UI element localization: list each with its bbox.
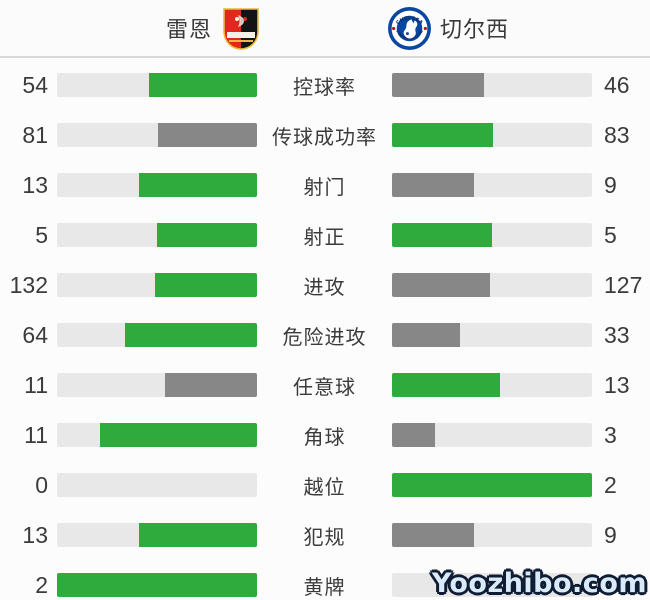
home-stat-value: 0 bbox=[35, 471, 48, 498]
home-team-name: 雷恩 bbox=[166, 17, 213, 42]
away-stat-bar bbox=[392, 73, 592, 97]
stat-label: 危险进攻 bbox=[282, 326, 367, 349]
home-stat-bar-fill bbox=[138, 173, 257, 197]
away-stat-value: 9 bbox=[604, 521, 617, 548]
stat-label: 控球率 bbox=[293, 76, 356, 99]
rennes-crest-icon bbox=[221, 7, 261, 56]
home-stat-value: 13 bbox=[22, 521, 48, 548]
stat-label: 越位 bbox=[303, 476, 346, 499]
home-stat-bar bbox=[57, 223, 257, 247]
home-stat-value: 132 bbox=[9, 271, 48, 298]
stat-row: 11 角球 3 bbox=[0, 410, 650, 460]
stat-row: 2 黄牌 bbox=[0, 560, 650, 600]
home-stat-bar bbox=[57, 123, 257, 147]
away-stat-value: 9 bbox=[604, 171, 617, 198]
away-stat-value: 46 bbox=[604, 71, 630, 98]
stat-row: 5 射正 5 bbox=[0, 210, 650, 260]
away-stat-bar bbox=[392, 373, 592, 397]
home-stat-bar-fill bbox=[158, 123, 257, 147]
home-stat-bar bbox=[57, 323, 257, 347]
home-stat-value: 64 bbox=[22, 321, 48, 348]
away-stat-bar bbox=[392, 523, 592, 547]
chelsea-crest-icon: CHELSEA FOOTBALL CLUB bbox=[387, 6, 432, 56]
stat-label: 传球成功率 bbox=[272, 126, 377, 149]
away-stat-bar-fill bbox=[392, 173, 474, 197]
away-stat-bar-fill bbox=[392, 273, 491, 297]
home-stat-bar-fill bbox=[149, 73, 257, 97]
away-stat-bar-fill bbox=[392, 523, 474, 547]
away-stat-bar-fill bbox=[392, 223, 492, 247]
stat-label: 犯规 bbox=[303, 526, 346, 549]
away-stat-bar bbox=[392, 423, 592, 447]
home-stat-bar-fill bbox=[138, 523, 257, 547]
away-stat-value: 33 bbox=[604, 321, 630, 348]
away-stat-bar-fill bbox=[392, 423, 435, 447]
away-stat-bar-fill bbox=[392, 123, 494, 147]
home-stat-bar bbox=[57, 423, 257, 447]
away-stat-bar bbox=[392, 123, 592, 147]
stat-label: 任意球 bbox=[293, 376, 356, 399]
away-stat-value: 13 bbox=[604, 371, 630, 398]
home-stat-bar-fill bbox=[155, 273, 257, 297]
home-stat-bar bbox=[57, 473, 257, 497]
away-stat-bar bbox=[392, 223, 592, 247]
home-stat-bar-fill bbox=[99, 423, 257, 447]
away-team-name: 切尔西 bbox=[440, 17, 510, 42]
stat-row: 0 越位 2 bbox=[0, 460, 650, 510]
away-stat-value: 127 bbox=[604, 271, 643, 298]
watermark: Yoozhibo.com bbox=[431, 568, 647, 599]
home-stat-bar-fill bbox=[125, 323, 257, 347]
match-header: 雷恩 bbox=[0, 0, 650, 58]
home-stat-bar bbox=[57, 273, 257, 297]
home-stat-value: 81 bbox=[22, 121, 48, 148]
stat-row: 13 犯规 9 bbox=[0, 510, 650, 560]
stat-label: 角球 bbox=[303, 426, 346, 449]
home-stat-value: 11 bbox=[24, 371, 48, 398]
stat-row: 81 传球成功率 83 bbox=[0, 110, 650, 160]
home-stat-value: 13 bbox=[22, 171, 48, 198]
away-stat-bar-fill bbox=[392, 323, 461, 347]
away-stat-value: 5 bbox=[604, 221, 617, 248]
home-stat-bar bbox=[57, 523, 257, 547]
away-stat-bar bbox=[392, 173, 592, 197]
stat-label: 进攻 bbox=[303, 276, 346, 299]
stat-row: 54 控球率 46 bbox=[0, 60, 650, 110]
home-stat-bar-fill bbox=[57, 573, 257, 597]
stat-row: 13 射门 9 bbox=[0, 160, 650, 210]
stat-row: 64 危险进攻 33 bbox=[0, 310, 650, 360]
away-stat-bar-fill bbox=[392, 373, 501, 397]
away-stat-bar bbox=[392, 473, 592, 497]
away-stat-bar-fill bbox=[392, 73, 484, 97]
stat-row: 11 任意球 13 bbox=[0, 360, 650, 410]
stat-label: 黄牌 bbox=[303, 576, 346, 599]
away-stat-value: 2 bbox=[604, 471, 617, 498]
home-stat-value: 54 bbox=[22, 71, 48, 98]
home-stat-bar bbox=[57, 73, 257, 97]
away-stat-value: 3 bbox=[604, 421, 617, 448]
home-stat-value: 5 bbox=[35, 221, 48, 248]
stats-rows: 54 控球率 46 81 传球成功率 83 13 射门 9 5 bbox=[0, 60, 650, 600]
away-stat-bar bbox=[392, 573, 592, 597]
away-stat-bar bbox=[392, 273, 592, 297]
home-stat-value: 11 bbox=[24, 421, 48, 448]
stat-label: 射门 bbox=[303, 176, 346, 199]
home-stat-bar bbox=[57, 573, 257, 597]
away-stat-bar-fill bbox=[392, 473, 592, 497]
stat-row: 132 进攻 127 bbox=[0, 260, 650, 310]
stat-label: 射正 bbox=[303, 226, 346, 249]
home-stat-bar-fill bbox=[157, 223, 257, 247]
home-stat-bar-fill bbox=[165, 373, 257, 397]
home-stat-bar bbox=[57, 173, 257, 197]
away-stat-bar bbox=[392, 323, 592, 347]
away-stat-value: 83 bbox=[604, 121, 630, 148]
home-stat-bar bbox=[57, 373, 257, 397]
home-stat-value: 2 bbox=[35, 571, 48, 598]
